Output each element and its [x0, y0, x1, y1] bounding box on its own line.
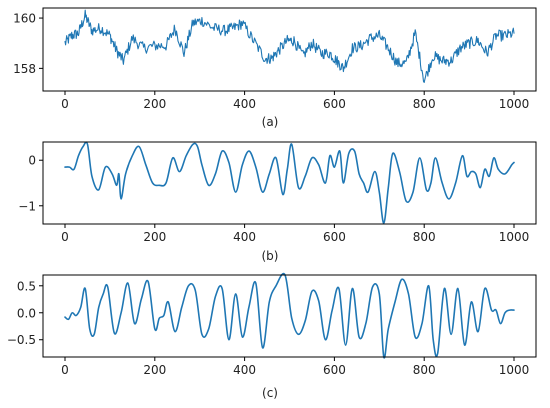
x-tick-label-a: 400	[233, 97, 256, 111]
x-tick-label-b: 600	[323, 230, 346, 244]
x-tick-label-c: 400	[233, 363, 256, 377]
x-tick-label-a: 1000	[499, 97, 530, 111]
series-line-b	[64, 141, 515, 224]
x-tick-label-a: 0	[61, 97, 69, 111]
panel-b: 0 200 400 600 800 1000 0 −1	[18, 141, 537, 244]
series-line-c	[64, 272, 515, 359]
caption-a: (a)	[262, 115, 279, 129]
x-tick-label-c: 200	[143, 363, 166, 377]
caption-c: (c)	[262, 386, 278, 400]
x-tick-label-a: 800	[413, 97, 436, 111]
x-tick-label-c: 600	[323, 363, 346, 377]
y-tick-label-c: −0.5	[7, 333, 36, 347]
caption-b: (b)	[262, 249, 279, 263]
x-tick-label-c: 0	[61, 363, 69, 377]
x-tick-label-a: 600	[323, 97, 346, 111]
x-tick-label-a: 200	[143, 97, 166, 111]
y-tick-label-a: 160	[13, 12, 36, 26]
panel-c: 0 200 400 600 800 1000 0.5 0.0 −0.5	[7, 272, 537, 377]
axes-frame-c	[42, 274, 537, 358]
x-tick-label-b: 800	[413, 230, 436, 244]
axes-frame-a	[42, 7, 537, 92]
y-tick-label-b: 0	[28, 154, 36, 168]
x-tick-label-b: 400	[233, 230, 256, 244]
y-tick-label-c: 0.5	[17, 279, 36, 293]
x-tick-label-b: 200	[143, 230, 166, 244]
y-tick-label-b: −1	[18, 199, 36, 213]
panel-a: 0 200 400 600 800 1000 158 160	[13, 7, 537, 111]
x-tick-label-c: 1000	[499, 363, 530, 377]
x-tick-label-b: 0	[61, 230, 69, 244]
axes-frame-b	[42, 141, 537, 225]
y-tick-label-c: 0.0	[17, 306, 36, 320]
x-tick-label-c: 800	[413, 363, 436, 377]
x-tick-label-b: 1000	[499, 230, 530, 244]
y-tick-label-a: 158	[13, 62, 36, 76]
series-line-a	[64, 9, 515, 83]
